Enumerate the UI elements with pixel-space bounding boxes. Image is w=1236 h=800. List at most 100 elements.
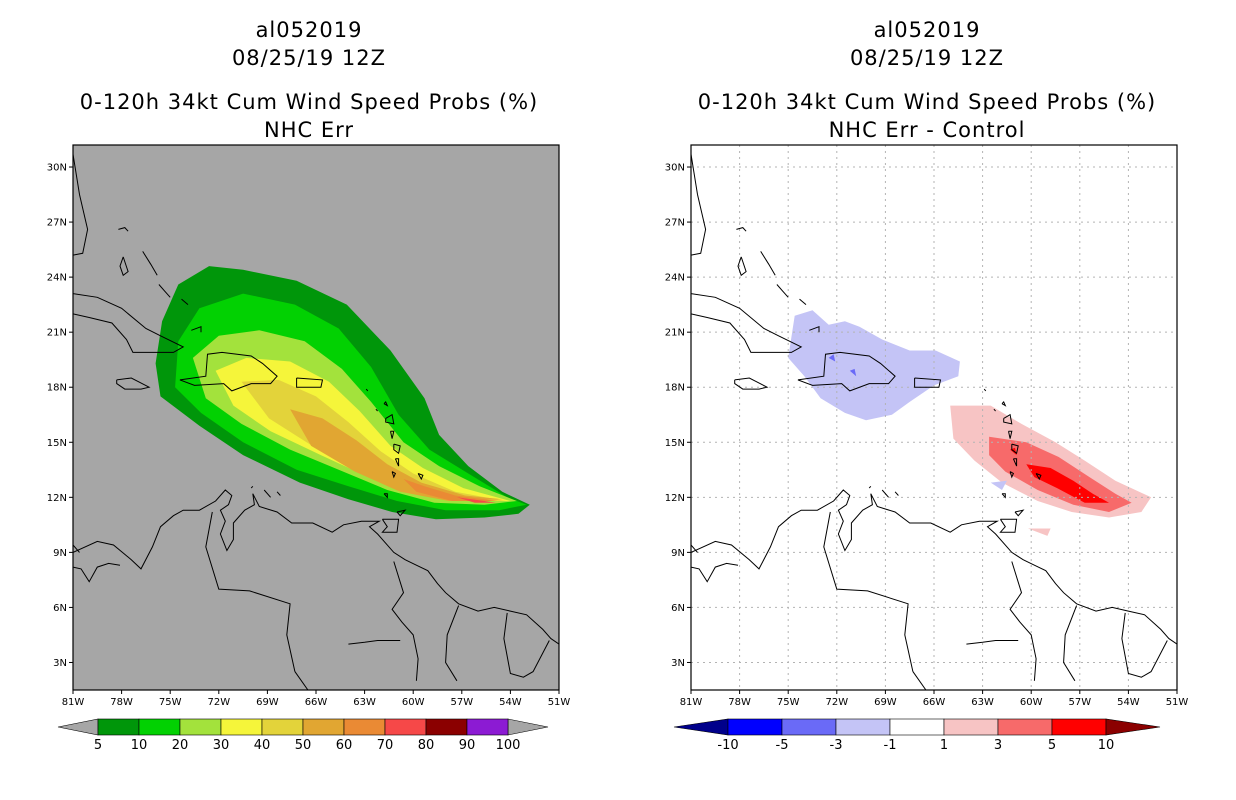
coastline-9 bbox=[181, 298, 189, 305]
lon-tick-label: 81W bbox=[62, 697, 85, 708]
subtitle: NHC Err - Control bbox=[828, 118, 1026, 142]
lon-tick-label: 81W bbox=[680, 697, 703, 708]
coastline-5 bbox=[736, 227, 747, 232]
probability-map: 81W 78W 75W 72W 69W 66W 63W 60W 57W 54W 51W 30N 27N 2… bbox=[47, 144, 571, 753]
lat-tick-label: 3N bbox=[53, 658, 67, 669]
coastline-5 bbox=[118, 227, 129, 232]
coastline-15 bbox=[1011, 443, 1019, 455]
coastline-33 bbox=[1121, 612, 1168, 678]
colorbar-swatch bbox=[384, 718, 427, 736]
coastline-20 bbox=[1014, 509, 1025, 517]
colorbar-high-arrow bbox=[1105, 718, 1161, 736]
lon-tick-label: 60W bbox=[402, 697, 425, 708]
lon-tick-label: 78W bbox=[110, 697, 133, 708]
coastline-26 bbox=[375, 408, 378, 412]
colorbar-swatch bbox=[261, 718, 304, 736]
lat-tick-label: 6N bbox=[53, 603, 67, 614]
datetime: 08/25/19 12Z bbox=[231, 46, 387, 70]
lat-tick-label: 27N bbox=[47, 218, 67, 229]
coastline-22 bbox=[250, 485, 254, 489]
lat-tick-label: 18N bbox=[47, 383, 67, 394]
coastline-19 bbox=[383, 493, 388, 499]
coastline-18 bbox=[1009, 471, 1015, 479]
colorbar-label: 60 bbox=[336, 738, 353, 753]
lon-tick-label: 63W bbox=[353, 697, 376, 708]
coastline-3 bbox=[116, 377, 151, 390]
lat-tick-label: 6N bbox=[671, 603, 685, 614]
datetime: 08/25/19 12Z bbox=[849, 46, 1005, 70]
coastline-31 bbox=[391, 561, 419, 681]
colorbar-swatch bbox=[781, 718, 837, 736]
colorbar-swatch bbox=[425, 718, 468, 736]
map-layers bbox=[691, 145, 1177, 690]
lat-tick-label: 18N bbox=[665, 383, 685, 394]
coastline-14 bbox=[1008, 430, 1013, 439]
lon-tick-label: 66W bbox=[923, 697, 946, 708]
left-panel: al052019 08/25/19 12Z 0-120h 34kt Cum Wi… bbox=[47, 18, 571, 753]
colorbar-label: 20 bbox=[172, 738, 189, 753]
colorbar-low-arrow bbox=[673, 718, 729, 736]
colorbar-swatch bbox=[943, 718, 999, 736]
shaded-region-7 bbox=[456, 497, 496, 503]
shaded-region-5 bbox=[290, 409, 503, 501]
colorbar-label: 1 bbox=[940, 738, 948, 753]
coastline-29 bbox=[73, 544, 80, 553]
colorbar-label: 3 bbox=[994, 738, 1002, 753]
coastline-12 bbox=[383, 401, 389, 407]
lon-tick-label: 69W bbox=[874, 697, 897, 708]
lat-tick-label: 12N bbox=[665, 493, 685, 504]
lat-tick-label: 12N bbox=[47, 493, 67, 504]
coastline-21 bbox=[381, 518, 400, 533]
shaded-region-0 bbox=[788, 310, 960, 421]
shaded-region-1 bbox=[828, 354, 836, 362]
colorbar-swatch bbox=[343, 718, 386, 736]
colorbar-label: 40 bbox=[254, 738, 271, 753]
lon-tick-label: 72W bbox=[825, 697, 848, 708]
colorbar-swatch bbox=[1051, 718, 1107, 736]
product-title: 0-120h 34kt Cum Wind Speed Probs (%) bbox=[79, 90, 539, 114]
coastline-24 bbox=[276, 491, 281, 496]
colorbar-label: 5 bbox=[1048, 738, 1056, 753]
lat-tick-label: 30N bbox=[665, 163, 685, 174]
storm-id: al052019 bbox=[255, 18, 363, 42]
coastline-16 bbox=[394, 458, 400, 467]
lon-tick-label: 57W bbox=[1068, 697, 1091, 708]
lat-tick-label: 21N bbox=[47, 328, 67, 339]
lon-tick-label: 75W bbox=[777, 697, 800, 708]
lon-tick-label: 57W bbox=[450, 697, 473, 708]
coastline-21 bbox=[999, 518, 1018, 533]
lat-tick-label: 15N bbox=[665, 438, 685, 449]
coastline-3 bbox=[734, 377, 769, 390]
colorbar-label: 80 bbox=[418, 738, 435, 753]
coastline-0 bbox=[73, 154, 89, 256]
coastline-4 bbox=[914, 377, 942, 388]
lat-tick-label: 24N bbox=[47, 273, 67, 284]
coastline-27 bbox=[73, 489, 559, 645]
colorbar-low-arrow bbox=[57, 718, 99, 736]
coastline-10 bbox=[809, 325, 820, 333]
coastline-35 bbox=[966, 640, 1019, 645]
coastline-27 bbox=[691, 489, 1177, 645]
coastline-33 bbox=[503, 612, 550, 678]
coastline-30 bbox=[823, 511, 914, 672]
lon-tick-label: 51W bbox=[548, 697, 571, 708]
shaded-region-4 bbox=[241, 379, 506, 501]
colorbar-swatch bbox=[302, 718, 345, 736]
lon-tick-label: 60W bbox=[1020, 697, 1043, 708]
coastline-1 bbox=[73, 293, 185, 353]
colorbar-label: 30 bbox=[213, 738, 230, 753]
shaded-region-5 bbox=[1026, 464, 1109, 503]
coastline-19 bbox=[1001, 493, 1006, 499]
coastline-29 bbox=[691, 544, 698, 553]
coastline-28 bbox=[691, 562, 739, 583]
coastline-20 bbox=[396, 509, 407, 517]
coastline-8 bbox=[158, 284, 171, 298]
lon-tick-label: 66W bbox=[305, 697, 328, 708]
coastline-15 bbox=[393, 443, 401, 455]
coastline-17 bbox=[417, 473, 424, 481]
lon-tick-label: 78W bbox=[728, 697, 751, 708]
coastline-28 bbox=[73, 562, 121, 583]
coastline-1 bbox=[691, 293, 803, 353]
coastline-0 bbox=[691, 154, 707, 256]
colorbar-swatch bbox=[727, 718, 783, 736]
